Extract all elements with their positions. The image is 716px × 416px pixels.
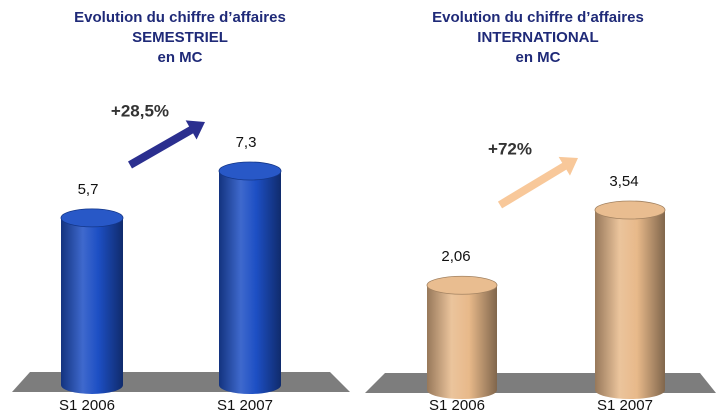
- bar: [594, 200, 666, 399]
- arrow: [128, 120, 205, 169]
- bar-body: [595, 210, 665, 399]
- chart-title: en MC: [516, 49, 561, 66]
- chart-title: en MC: [158, 49, 203, 66]
- bar-body: [61, 217, 123, 394]
- value-label: 3,54: [609, 173, 638, 190]
- value-label: 7,3: [236, 134, 257, 151]
- chart-title: Evolution du chiffre d’affaires: [74, 9, 286, 26]
- arrow: [497, 156, 578, 209]
- bar-top: [594, 200, 666, 220]
- bar-top: [218, 161, 282, 181]
- x-tick-label: S1 2006: [59, 397, 115, 414]
- x-tick-label: S1 2007: [597, 397, 653, 414]
- bar-top: [426, 275, 498, 295]
- bar: [218, 161, 282, 394]
- value-label: 5,7: [78, 181, 99, 198]
- bar-body: [427, 285, 497, 399]
- bar-top: [60, 208, 124, 228]
- bar-body: [219, 171, 281, 394]
- annotation: +28,5%: [111, 101, 169, 120]
- bar: [426, 275, 498, 399]
- chart-title: INTERNATIONAL: [477, 29, 598, 46]
- x-tick-label: S1 2007: [217, 397, 273, 414]
- value-label: 2,06: [441, 248, 470, 265]
- bar: [60, 208, 124, 394]
- x-tick-label: S1 2006: [429, 397, 485, 414]
- chart-title: SEMESTRIEL: [132, 29, 228, 46]
- chart-title: Evolution du chiffre d’affaires: [432, 9, 644, 26]
- annotation: +72%: [488, 139, 532, 158]
